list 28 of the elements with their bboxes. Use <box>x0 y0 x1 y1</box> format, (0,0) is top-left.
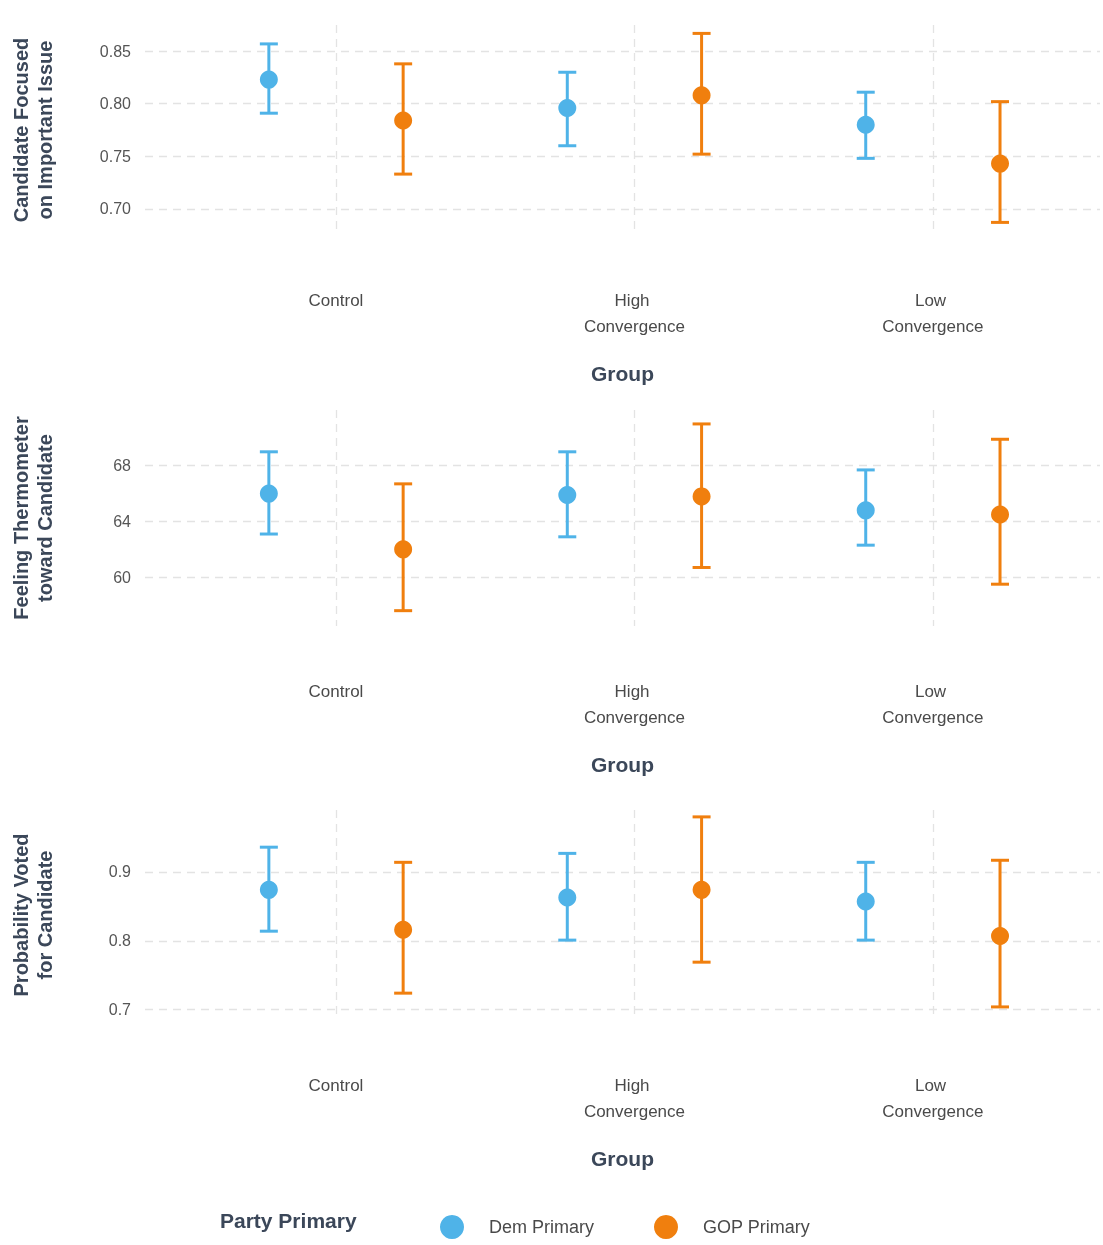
legend-label: GOP Primary <box>703 1217 810 1237</box>
x-axis-title: Group <box>591 362 654 385</box>
y-tick-label: 0.9 <box>108 863 132 881</box>
x-axis-title: Group <box>591 1147 654 1170</box>
y-tick-label: 0.70 <box>99 200 132 218</box>
y-tick-label: 0.80 <box>99 95 132 113</box>
y-tick-label: 68 <box>113 457 132 475</box>
legend-title: Party Primary <box>220 1209 357 1232</box>
y-tick-label: 64 <box>113 512 132 530</box>
x-tick-label: Control <box>308 1075 364 1095</box>
y-tick-label: 0.85 <box>99 42 132 60</box>
x-tick-label: High Convergence <box>583 290 685 336</box>
x-tick-label: Low Convergence <box>882 1075 984 1121</box>
x-tick-label: Control <box>308 681 364 701</box>
y-axis-title: Probability Voted for Candidate <box>10 833 56 997</box>
y-axis-title: Feeling Thermometer toward Candidate <box>10 416 56 620</box>
legend-label: Dem Primary <box>489 1217 595 1237</box>
x-axis-title: Group <box>591 753 654 776</box>
y-tick-label: 0.7 <box>108 1001 132 1019</box>
x-tick-label: Control <box>308 290 364 310</box>
x-tick-label: Low Convergence <box>882 681 984 727</box>
y-tick-label: 0.75 <box>99 147 132 165</box>
y-tick-label: 0.8 <box>108 932 132 950</box>
x-tick-label: Low Convergence <box>882 290 984 336</box>
y-axis-title: Candidate Focused on Important Issue <box>10 37 56 223</box>
x-tick-label: High Convergence <box>583 681 685 727</box>
x-tick-label: High Convergence <box>583 1075 685 1121</box>
y-tick-label: 60 <box>113 568 132 586</box>
